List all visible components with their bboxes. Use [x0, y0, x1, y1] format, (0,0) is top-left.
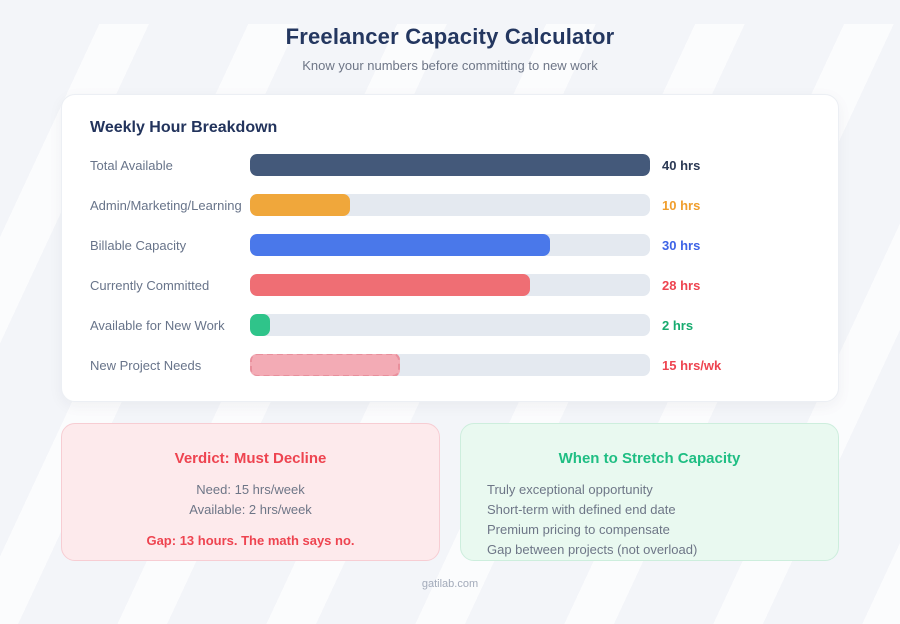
bar-fill [250, 154, 650, 176]
bar-value: 28 hrs [662, 277, 701, 293]
bar-fill [250, 274, 530, 296]
bar-label: Billable Capacity [90, 237, 187, 253]
bar-value: 2 hrs [662, 317, 694, 333]
page: Freelancer Capacity Calculator Know your… [0, 24, 900, 590]
page-subtitle: Know your numbers before committing to n… [302, 58, 598, 73]
bar-track [250, 234, 650, 256]
verdict-need: Need: 15 hrs/week [196, 482, 305, 497]
bar-value: 15 hrs/wk [662, 357, 722, 373]
stretch-list: Truly exceptional opportunity Short-term… [485, 480, 814, 560]
stretch-item: Premium pricing to compensate [487, 522, 670, 537]
bar-track [250, 354, 650, 376]
weekly-hour-breakdown-card: Weekly Hour Breakdown Total Available 40 … [61, 94, 839, 402]
verdict-title: Verdict: Must Decline [174, 450, 327, 467]
bar-track [250, 194, 650, 216]
bar-track [250, 154, 650, 176]
footer-link: gatilab.com [421, 578, 479, 590]
bar-value: 40 hrs [662, 157, 701, 173]
stretch-item: Truly exceptional opportunity [487, 482, 653, 497]
verdict-card: Verdict: Must Decline Need: 15 hrs/week … [61, 423, 440, 561]
bar-value: 10 hrs [662, 197, 701, 213]
stretch-item: Gap between projects (not overload) [487, 542, 698, 557]
bar-label: New Project Needs [90, 357, 202, 373]
stretch-capacity-card: When to Stretch Capacity Truly exception… [460, 423, 839, 561]
bar-fill [250, 354, 400, 376]
chart-row: Available for New Work 2 hrs [90, 314, 810, 336]
bar-fill [250, 314, 270, 336]
chart-rows: Total Available 40 hrs Admin/Marketing/Lea… [90, 154, 810, 376]
chart-row: Billable Capacity 30 hrs [90, 234, 810, 256]
chart-row: Currently Committed 28 hrs [90, 274, 810, 296]
bar-fill [250, 234, 550, 256]
bar-label: Admin/Marketing/Learning [90, 197, 242, 213]
page-title: Freelancer Capacity Calculator [285, 24, 615, 49]
stretch-item: Short-term with defined end date [487, 502, 676, 517]
stretch-title: When to Stretch Capacity [558, 450, 741, 467]
bar-fill [250, 194, 350, 216]
chart-row: New Project Needs 15 hrs/wk [90, 354, 810, 376]
chart-row: Total Available 40 hrs [90, 154, 810, 176]
bar-label: Currently Committed [90, 277, 210, 293]
chart-title: Weekly Hour Breakdown [90, 119, 278, 136]
verdict-available: Available: 2 hrs/week [189, 502, 312, 517]
bar-track [250, 314, 650, 336]
verdict-gap: Gap: 13 hours. The math says no. [146, 533, 355, 548]
bar-label: Available for New Work [90, 317, 225, 333]
bottom-cards: Verdict: Must Decline Need: 15 hrs/week … [61, 423, 839, 561]
bar-track [250, 274, 650, 296]
bar-label: Total Available [90, 157, 173, 173]
chart-row: Admin/Marketing/Learning 10 hrs [90, 194, 810, 216]
bar-value: 30 hrs [662, 237, 701, 253]
